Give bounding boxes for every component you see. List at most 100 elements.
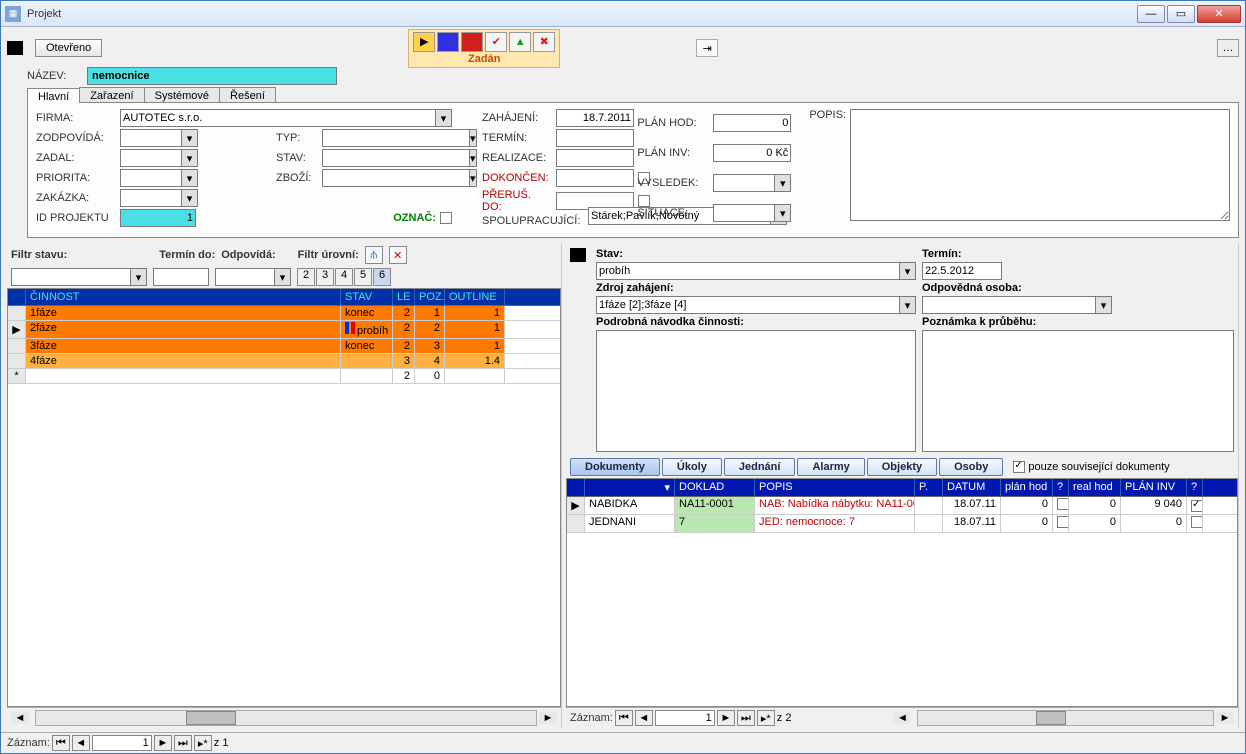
zakazka-dropdown[interactable]: ▾: [182, 189, 198, 207]
right-hscroll[interactable]: [917, 710, 1214, 726]
doc-col-plán-inv[interactable]: PLÁN INV: [1121, 479, 1187, 496]
activity-col-poz.[interactable]: POZ.: [415, 289, 445, 305]
right-scroll-left-icon[interactable]: ◄: [893, 712, 911, 724]
tool-1-icon[interactable]: ▶: [413, 32, 435, 52]
tool-6-icon[interactable]: ✖: [533, 32, 555, 52]
activity-grid[interactable]: ČINNOSTSTAVLEPOZ.OUTLINE 1fázekonec211▶2…: [7, 288, 561, 707]
doc-col-datum[interactable]: DATUM: [943, 479, 1001, 496]
typ-input[interactable]: [322, 129, 470, 147]
dokoncen-input[interactable]: [556, 169, 634, 187]
doctab-dokumenty[interactable]: Dokumenty: [570, 458, 660, 476]
right-nav-first-icon[interactable]: ⏮: [615, 710, 633, 726]
filtr-stavu-dropdown[interactable]: ▾: [131, 268, 147, 286]
filtr-stavu-input[interactable]: [11, 268, 131, 286]
tool-4-icon[interactable]: ✔: [485, 32, 507, 52]
record-selector-icon[interactable]: [7, 41, 23, 55]
detail-selector-icon[interactable]: [570, 248, 586, 262]
related-docs-checkbox[interactable]: pouze související dokumenty: [1013, 461, 1169, 473]
doc-col-doklad[interactable]: DOKLAD: [675, 479, 755, 496]
filter-clear-icon[interactable]: ✕: [389, 246, 407, 264]
tab-systémové[interactable]: Systémové: [144, 87, 220, 102]
termin-do-input[interactable]: [153, 268, 209, 286]
doctab-úkoly[interactable]: Úkoly: [662, 458, 722, 476]
nav-prev-icon[interactable]: ◄: [72, 735, 90, 751]
tab-zařazení[interactable]: Zařazení: [79, 87, 144, 102]
popis-textarea[interactable]: [850, 109, 1230, 221]
status-toggle-button[interactable]: Otevřeno: [35, 39, 102, 57]
termin-input[interactable]: [556, 129, 634, 147]
stav-input[interactable]: [322, 149, 470, 167]
maximize-button[interactable]: ▭: [1167, 5, 1195, 23]
tab-hlavní[interactable]: Hlavní: [27, 88, 80, 103]
detail-termin-input[interactable]: [922, 262, 1002, 280]
vysledek-input[interactable]: [713, 174, 775, 192]
right-nav-new-icon[interactable]: ▸*: [757, 710, 775, 726]
priorita-dropdown[interactable]: ▾: [182, 169, 198, 187]
right-nav-next-icon[interactable]: ►: [717, 710, 735, 726]
level-5-button[interactable]: 5: [354, 268, 372, 286]
doc-col-?[interactable]: ?: [1053, 479, 1069, 496]
idprojektu-input[interactable]: [120, 209, 196, 227]
tool-5-icon[interactable]: ▲: [509, 32, 531, 52]
doctab-osoby[interactable]: Osoby: [939, 458, 1003, 476]
zodpovida-input[interactable]: [120, 129, 182, 147]
minimize-button[interactable]: —: [1137, 5, 1165, 23]
detail-osoba-input[interactable]: [922, 296, 1096, 314]
zadal-input[interactable]: [120, 149, 182, 167]
level-4-button[interactable]: 4: [335, 268, 353, 286]
zakazka-input[interactable]: [120, 189, 182, 207]
doc-row[interactable]: ▶NABIDKANA11-0001NAB: Nabídka nábytku: N…: [567, 497, 1237, 515]
doc-col-?[interactable]: ?: [1187, 479, 1203, 496]
nav-record-input[interactable]: [92, 735, 152, 751]
activity-row[interactable]: 4fáze341.4: [8, 354, 560, 369]
export-icon[interactable]: ⇥: [696, 39, 718, 57]
planinv-input[interactable]: [713, 144, 791, 162]
activity-row[interactable]: ▶2fázeprobíh221: [8, 321, 560, 339]
nav-new-icon[interactable]: ▸*: [194, 735, 212, 751]
nazev-input[interactable]: [87, 67, 337, 85]
zodpovida-dropdown[interactable]: ▾: [182, 129, 198, 147]
activity-col-stav[interactable]: STAV: [341, 289, 393, 305]
doc-row[interactable]: JEDNANI7JED: nemocnoce: 718.07.11000: [567, 515, 1237, 533]
detail-poznamka-textarea[interactable]: [922, 330, 1234, 452]
activity-col-outline[interactable]: OUTLINE: [445, 289, 505, 305]
planhod-input[interactable]: [713, 114, 791, 132]
doc-col-p.[interactable]: P.: [915, 479, 943, 496]
detail-osoba-dropdown[interactable]: ▾: [1096, 296, 1112, 314]
doctab-objekty[interactable]: Objekty: [867, 458, 937, 476]
situace-dropdown[interactable]: ▾: [775, 204, 791, 222]
detail-stav-dropdown[interactable]: ▾: [900, 262, 916, 280]
level-6-button[interactable]: 6: [373, 268, 391, 286]
activity-row[interactable]: 1fázekonec211: [8, 306, 560, 321]
nav-last-icon[interactable]: ⏭: [174, 735, 192, 751]
right-scroll-right-icon[interactable]: ►: [1216, 712, 1234, 724]
level-3-button[interactable]: 3: [316, 268, 334, 286]
typ-dropdown[interactable]: ▾: [470, 129, 477, 147]
document-grid[interactable]: ▾DOKLADPOPISP.DATUMplán hod?real hodPLÁN…: [566, 478, 1238, 707]
activity-row[interactable]: 3fázekonec231: [8, 339, 560, 354]
left-scroll-right-icon[interactable]: ►: [539, 712, 557, 724]
left-scroll-left-icon[interactable]: ◄: [11, 712, 29, 724]
activity-col-le[interactable]: LE: [393, 289, 415, 305]
situace-input[interactable]: [713, 204, 775, 222]
firma-input[interactable]: [120, 109, 436, 127]
doctab-alarmy[interactable]: Alarmy: [797, 458, 864, 476]
tool-3-icon[interactable]: [461, 32, 483, 52]
odpovida-input[interactable]: [215, 268, 275, 286]
zbozi-input[interactable]: [322, 169, 470, 187]
activity-col-činnost[interactable]: ČINNOST: [26, 289, 341, 305]
right-nav-prev-icon[interactable]: ◄: [635, 710, 653, 726]
detail-stav-input[interactable]: [596, 262, 900, 280]
stav-dropdown[interactable]: ▾: [470, 149, 477, 167]
left-hscroll[interactable]: [35, 710, 537, 726]
vysledek-dropdown[interactable]: ▾: [775, 174, 791, 192]
doc-col-plán-hod[interactable]: plán hod: [1001, 479, 1053, 496]
detail-zdroj-dropdown[interactable]: ▾: [900, 296, 916, 314]
zahajeni-input[interactable]: [556, 109, 634, 127]
firma-dropdown[interactable]: ▾: [436, 109, 452, 127]
right-nav-record-input[interactable]: [655, 710, 715, 726]
priorita-input[interactable]: [120, 169, 182, 187]
doctab-jednání[interactable]: Jednání: [724, 458, 796, 476]
nav-next-icon[interactable]: ►: [154, 735, 172, 751]
doc-col-real-hod[interactable]: real hod: [1069, 479, 1121, 496]
